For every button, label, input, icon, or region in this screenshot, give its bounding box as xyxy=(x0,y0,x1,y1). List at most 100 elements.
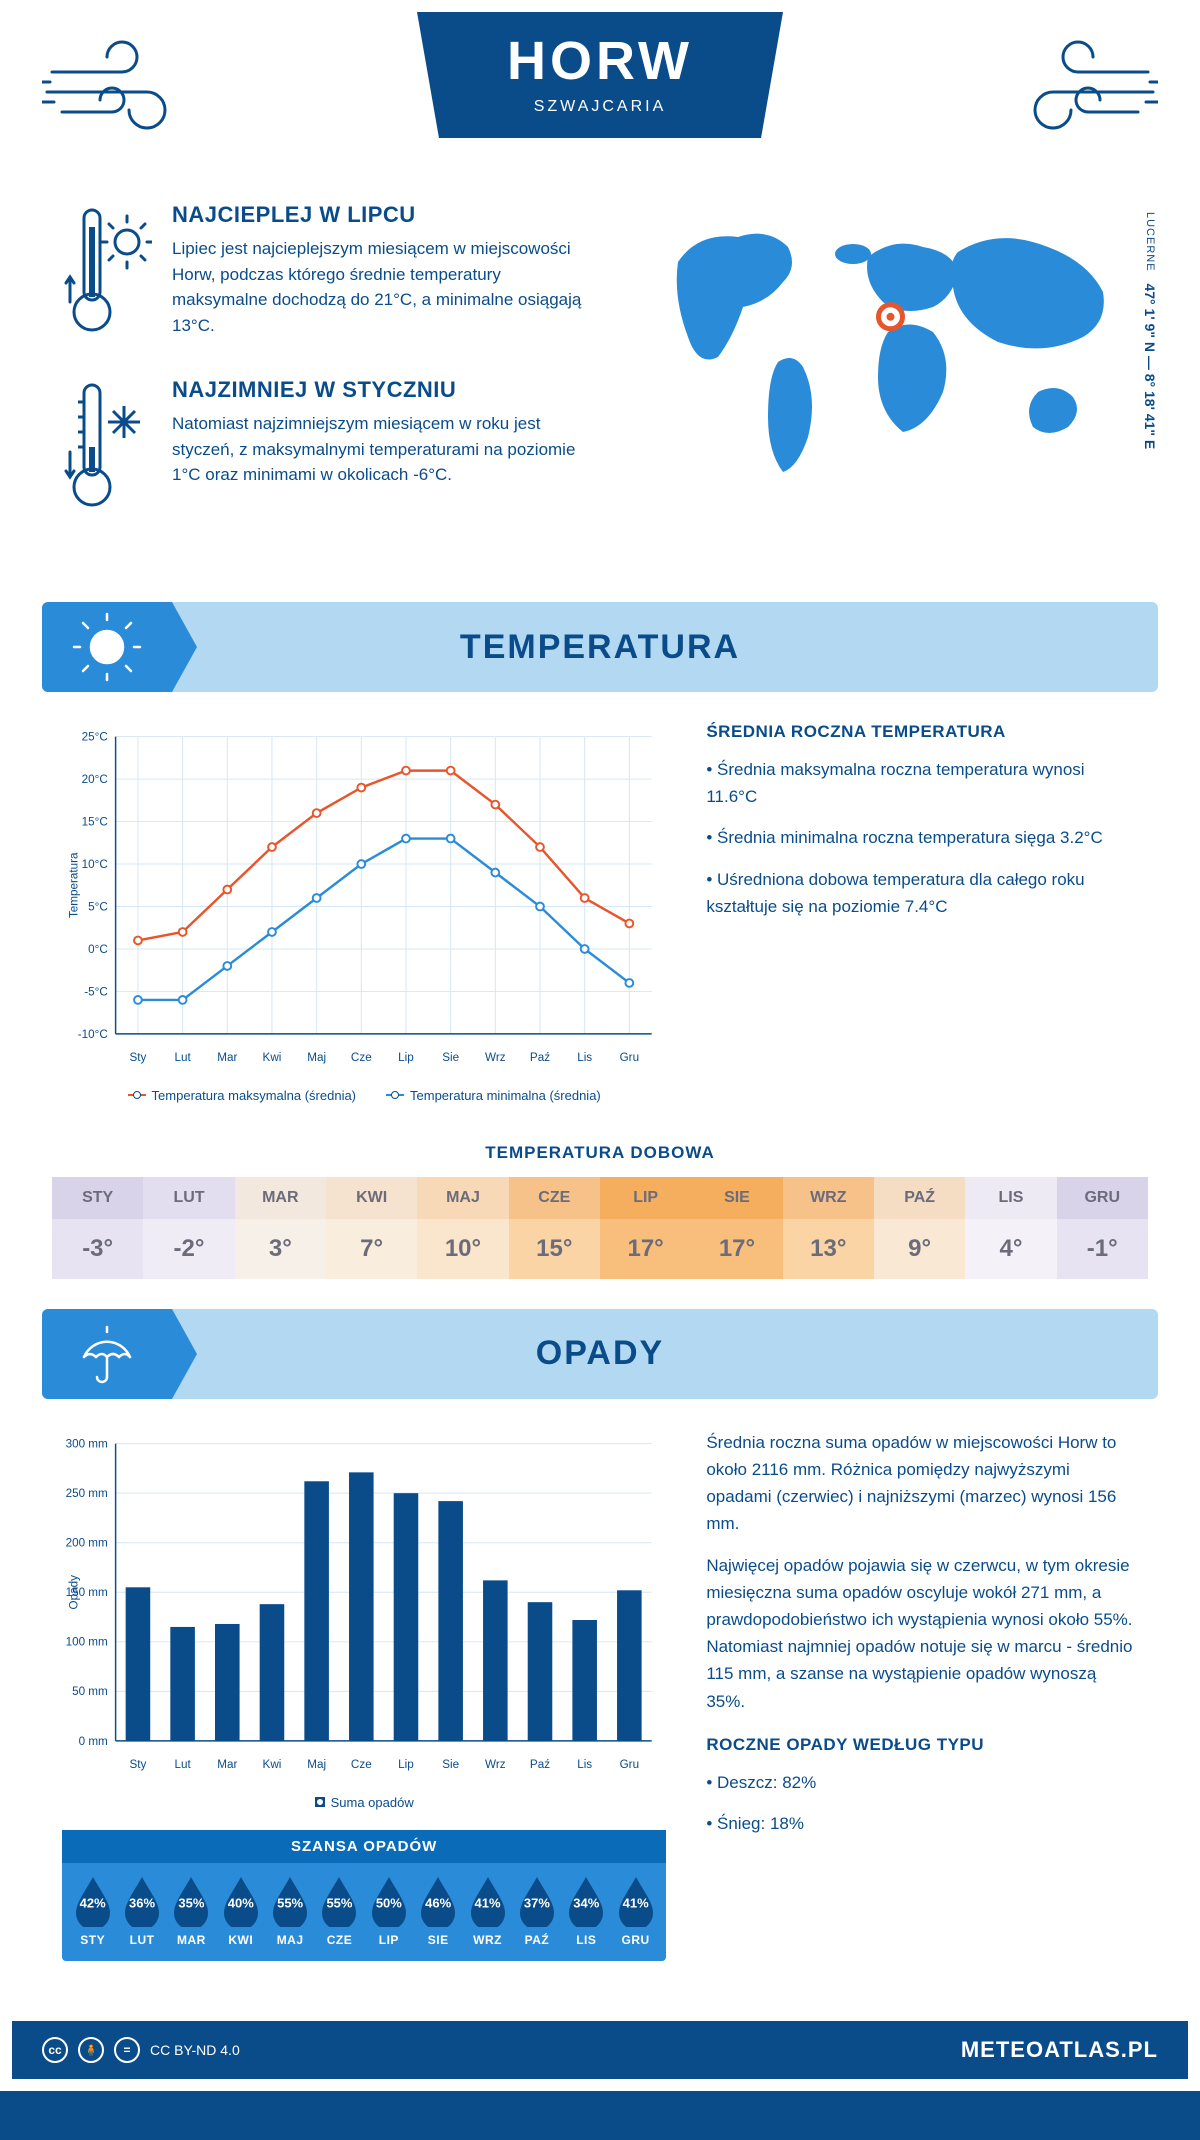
temperature-banner: TEMPERATURA xyxy=(42,602,1158,692)
svg-text:200 mm: 200 mm xyxy=(66,1537,108,1550)
daily-temp-table: STY -3° LUT -2° MAR 3° KWI 7° MAJ 10° CZ… xyxy=(52,1177,1148,1279)
svg-text:300 mm: 300 mm xyxy=(66,1437,108,1450)
svg-text:100 mm: 100 mm xyxy=(66,1636,108,1649)
svg-text:Lip: Lip xyxy=(398,1758,414,1771)
thermometer-cold-icon xyxy=(62,377,152,522)
raindrop-icon: 55% xyxy=(318,1875,360,1927)
raindrop-icon: 55% xyxy=(269,1875,311,1927)
svg-text:10°C: 10°C xyxy=(82,858,108,871)
svg-text:-5°C: -5°C xyxy=(84,985,108,998)
svg-text:Paź: Paź xyxy=(530,1758,550,1771)
daily-temp-col: SIE 17° xyxy=(691,1177,782,1279)
svg-text:Mar: Mar xyxy=(217,1051,237,1064)
precip-chance-col: 41% WRZ xyxy=(463,1875,512,1947)
precip-chance-col: 34% LIS xyxy=(562,1875,611,1947)
precip-chance-col: 36% LUT xyxy=(117,1875,166,1947)
svg-text:Maj: Maj xyxy=(307,1758,326,1771)
svg-text:Wrz: Wrz xyxy=(485,1758,506,1771)
license-text: CC BY-ND 4.0 xyxy=(150,2042,240,2058)
svg-text:Cze: Cze xyxy=(351,1051,372,1064)
daily-temp-col: STY -3° xyxy=(52,1177,143,1279)
daily-temp-col: GRU -1° xyxy=(1057,1177,1148,1279)
temp-bullet: Średnia minimalna roczna temperatura się… xyxy=(706,824,1138,851)
raindrop-icon: 34% xyxy=(565,1875,607,1927)
site-name: METEOATLAS.PL xyxy=(961,2037,1158,2063)
umbrella-icon xyxy=(42,1309,172,1399)
precipitation-legend: Suma opadów xyxy=(62,1795,666,1810)
raindrop-icon: 46% xyxy=(417,1875,459,1927)
coordinates: LUCERNE 47° 1' 9" N — 8° 18' 41" E xyxy=(1142,212,1158,449)
legend-item: Temperatura minimalna (średnia) xyxy=(386,1088,601,1103)
raindrop-icon: 41% xyxy=(615,1875,657,1927)
precip-chance-col: 50% LIP xyxy=(364,1875,413,1947)
world-map: LUCERNE 47° 1' 9" N — 8° 18' 41" E xyxy=(638,202,1138,552)
temp-summary-title: ŚREDNIA ROCZNA TEMPERATURA xyxy=(706,722,1138,742)
svg-text:Temperatura: Temperatura xyxy=(68,852,81,918)
svg-text:0 mm: 0 mm xyxy=(79,1735,108,1748)
raindrop-icon: 37% xyxy=(516,1875,558,1927)
svg-text:0°C: 0°C xyxy=(88,943,108,956)
cold-fact-title: NAJZIMNIEJ W STYCZNIU xyxy=(172,377,598,403)
cold-fact-text: Natomiast najzimniejszym miesiącem w rok… xyxy=(172,411,598,488)
svg-text:Gru: Gru xyxy=(620,1758,639,1771)
daily-temp-col: LIP 17° xyxy=(600,1177,691,1279)
temperature-section-title: TEMPERATURA xyxy=(460,628,740,667)
temp-bullet: Uśredniona dobowa temperatura dla całego… xyxy=(706,866,1138,920)
svg-text:Sty: Sty xyxy=(129,1758,146,1771)
title-banner: HORW SZWAJCARIA xyxy=(417,12,783,138)
svg-text:Gru: Gru xyxy=(620,1051,639,1064)
svg-text:Cze: Cze xyxy=(351,1758,372,1771)
svg-text:Maj: Maj xyxy=(307,1051,326,1064)
precip-chance-box: SZANSA OPADÓW 42% STY 36% LUT 35% MAR 40… xyxy=(62,1830,666,1961)
daily-temp-col: MAJ 10° xyxy=(417,1177,508,1279)
svg-text:Lut: Lut xyxy=(174,1758,191,1771)
raindrop-icon: 36% xyxy=(121,1875,163,1927)
cc-icon: cc xyxy=(42,2037,68,2063)
svg-text:Lis: Lis xyxy=(577,1758,592,1771)
daily-temp-col: MAR 3° xyxy=(235,1177,326,1279)
svg-text:20°C: 20°C xyxy=(82,773,108,786)
raindrop-icon: 50% xyxy=(368,1875,410,1927)
precip-type-bullet: Śnieg: 18% xyxy=(706,1810,1138,1837)
temperature-legend: Temperatura maksymalna (średnia) Temperat… xyxy=(62,1088,666,1103)
hot-fact-text: Lipiec jest najcieplejszym miesiącem w m… xyxy=(172,236,598,338)
precip-chance-title: SZANSA OPADÓW xyxy=(62,1830,666,1863)
svg-text:Lip: Lip xyxy=(398,1051,414,1064)
wind-decoration-right-icon xyxy=(998,32,1158,152)
precip-type-bullet: Deszcz: 82% xyxy=(706,1769,1138,1796)
daily-temp-col: PAŹ 9° xyxy=(874,1177,965,1279)
raindrop-icon: 42% xyxy=(72,1875,114,1927)
temperature-chart: -10°C-5°C0°C5°C10°C15°C20°C25°CStyLutMar… xyxy=(62,722,666,1103)
location-title: HORW xyxy=(507,30,693,92)
svg-text:Kwi: Kwi xyxy=(263,1758,282,1771)
precip-chance-col: 55% MAJ xyxy=(265,1875,314,1947)
temperature-summary: ŚREDNIA ROCZNA TEMPERATURA Średnia maksy… xyxy=(706,722,1138,1103)
hot-fact: NAJCIEPLEJ W LIPCU Lipiec jest najcieple… xyxy=(62,202,598,347)
svg-text:50 mm: 50 mm xyxy=(72,1685,108,1698)
coords-value: 47° 1' 9" N — 8° 18' 41" E xyxy=(1142,283,1158,449)
precipitation-section-title: OPADY xyxy=(536,1334,664,1373)
precip-chance-col: 35% MAR xyxy=(167,1875,216,1947)
hot-fact-title: NAJCIEPLEJ W LIPCU xyxy=(172,202,598,228)
precip-chance-col: 55% CZE xyxy=(315,1875,364,1947)
footer: cc 🧍 = CC BY-ND 4.0 METEOATLAS.PL xyxy=(12,2021,1188,2079)
svg-text:Sie: Sie xyxy=(442,1758,459,1771)
legend-item: Temperatura maksymalna (średnia) xyxy=(128,1088,356,1103)
svg-text:15°C: 15°C xyxy=(82,815,108,828)
daily-temp-col: LUT -2° xyxy=(143,1177,234,1279)
wind-decoration-left-icon xyxy=(42,32,202,152)
location-country: SZWAJCARIA xyxy=(507,98,693,116)
sun-icon xyxy=(42,602,172,692)
by-icon: 🧍 xyxy=(78,2037,104,2063)
precipitation-chart: 0 mm50 mm100 mm150 mm200 mm250 mm300 mmS… xyxy=(62,1429,666,1810)
precip-type-title: ROCZNE OPADY WEDŁUG TYPU xyxy=(706,1735,1138,1755)
raindrop-icon: 41% xyxy=(467,1875,509,1927)
svg-text:Sty: Sty xyxy=(129,1051,146,1064)
header: HORW SZWAJCARIA xyxy=(12,12,1188,192)
precip-text-1: Średnia roczna suma opadów w miejscowośc… xyxy=(706,1429,1138,1538)
daily-temp-col: LIS 4° xyxy=(965,1177,1056,1279)
daily-temp-col: KWI 7° xyxy=(326,1177,417,1279)
nd-icon: = xyxy=(114,2037,140,2063)
svg-text:25°C: 25°C xyxy=(82,731,108,744)
precipitation-banner: OPADY xyxy=(42,1309,1158,1399)
